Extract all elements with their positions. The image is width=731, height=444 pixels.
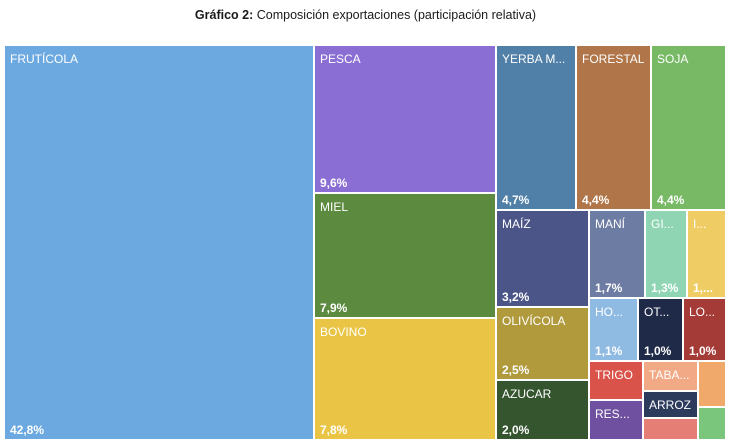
treemap-tile-value: 7,8% [320,423,348,437]
treemap-tile-value: 9,6% [320,176,348,190]
treemap-tile-value: 4,7% [502,193,530,207]
treemap-tile-label: AZUCAR [502,387,552,401]
treemap-tile: RES... [588,399,644,441]
treemap-tile: YERBA M... 4,7% [495,44,577,211]
treemap-tile: MAÍZ 3,2% [495,209,590,308]
treemap-tile: OLIVÍCOLA 2,5% [495,306,590,381]
treemap-tile-rect [682,297,727,362]
treemap-tile: TRIGO [588,360,644,401]
treemap-tile-label: TABA... [649,368,689,382]
treemap-tile-rect [495,209,590,308]
treemap-tile-rect [313,192,497,319]
treemap-tile-label: FRUTÍCOLA [10,51,78,66]
treemap-tile-label: I... [693,217,706,231]
treemap-tile-rect [495,44,577,211]
treemap-tile-value: 7,9% [320,301,348,315]
treemap-tile-label: BOVINO [320,325,367,339]
chart-title-lead: Gráfico 2: [194,8,254,22]
treemap-tile-rect [313,44,497,194]
treemap-tile-label: GI... [651,217,674,231]
treemap-tile: MANÍ 1,7% [588,209,646,299]
treemap-tile-label: OT... [644,305,669,319]
treemap-tile-label: MIEL [320,200,348,214]
treemap-tile [697,406,727,441]
treemap-tile-value: 1,7% [595,281,623,295]
treemap-tile: PESCA 9,6% [313,44,497,194]
chart-title-text: Composición exportaciones (participación… [256,8,537,22]
treemap-tile-value: 1,0% [644,344,672,358]
treemap-tile: FRUTÍCOLA 42,8% [3,44,315,441]
treemap-tile-value: 3,2% [502,290,530,304]
treemap-tile-label: PESCA [320,52,361,66]
treemap-tile: MIEL 7,9% [313,192,497,319]
treemap-tile-label: TRIGO [595,368,633,382]
treemap-tile: BOVINO 7,8% [313,317,497,441]
treemap-tile: GI... 1,3% [644,209,688,299]
treemap-tile-label: MANÍ [595,216,626,231]
treemap-tile-label: MAÍZ [502,216,531,231]
treemap-tile-value: 4,4% [657,193,685,207]
treemap-tile-value: 2,0% [502,423,530,437]
treemap-tile: TABA... [642,360,699,392]
treemap-tile-label: LO... [689,305,715,319]
treemap-tile-value: 42,8% [10,423,44,437]
treemap-tile: SOJA 4,4% [650,44,727,211]
treemap-tile-rect [495,306,590,381]
treemap-tile: FORESTAL 4,4% [575,44,652,211]
treemap-tile: HO... 1,1% [588,297,639,362]
treemap-tile-value: 1,3% [651,281,679,295]
treemap-tile-label: OLIVÍCOLA [502,313,565,328]
treemap-tile [697,360,727,408]
treemap-tile-rect [697,406,727,441]
treemap-tile-label: YERBA M... [502,52,565,66]
treemap-tile-label: FORESTAL [582,52,645,66]
treemap-tile-rect [588,297,639,362]
treemap-tile-rect [642,417,699,441]
treemap-tile-value: 1,0% [689,344,717,358]
treemap-tile: LO... 1,0% [682,297,727,362]
treemap-tile: ARROZ [642,390,699,419]
treemap-tile-value: 2,5% [502,363,530,377]
treemap-tile-label: RES... [595,407,630,421]
treemap-tile: I... 1,... [686,209,727,299]
treemap-tile-value: 1,... [693,281,713,295]
treemap-tile [642,417,699,441]
treemap-tile-rect [588,209,646,299]
treemap-tile-rect [697,360,727,408]
treemap-tile-label: HO... [595,305,623,319]
treemap-tile: OT... 1,0% [637,297,684,362]
treemap-tile-value: 1,1% [595,344,623,358]
treemap-tile-rect [3,44,315,441]
treemap-tile-rect [575,44,652,211]
treemap-tile-label: ARROZ [649,398,691,412]
treemap-tile-rect [588,360,644,401]
chart-title: Gráfico 2: Composición exportaciones (pa… [0,8,731,22]
treemap-tile: AZUCAR 2,0% [495,379,590,441]
treemap-tile-value: 4,4% [582,193,610,207]
treemap-tile-rect [650,44,727,211]
treemap-tile-rect [495,379,590,441]
treemap-tile-label: SOJA [657,52,688,66]
